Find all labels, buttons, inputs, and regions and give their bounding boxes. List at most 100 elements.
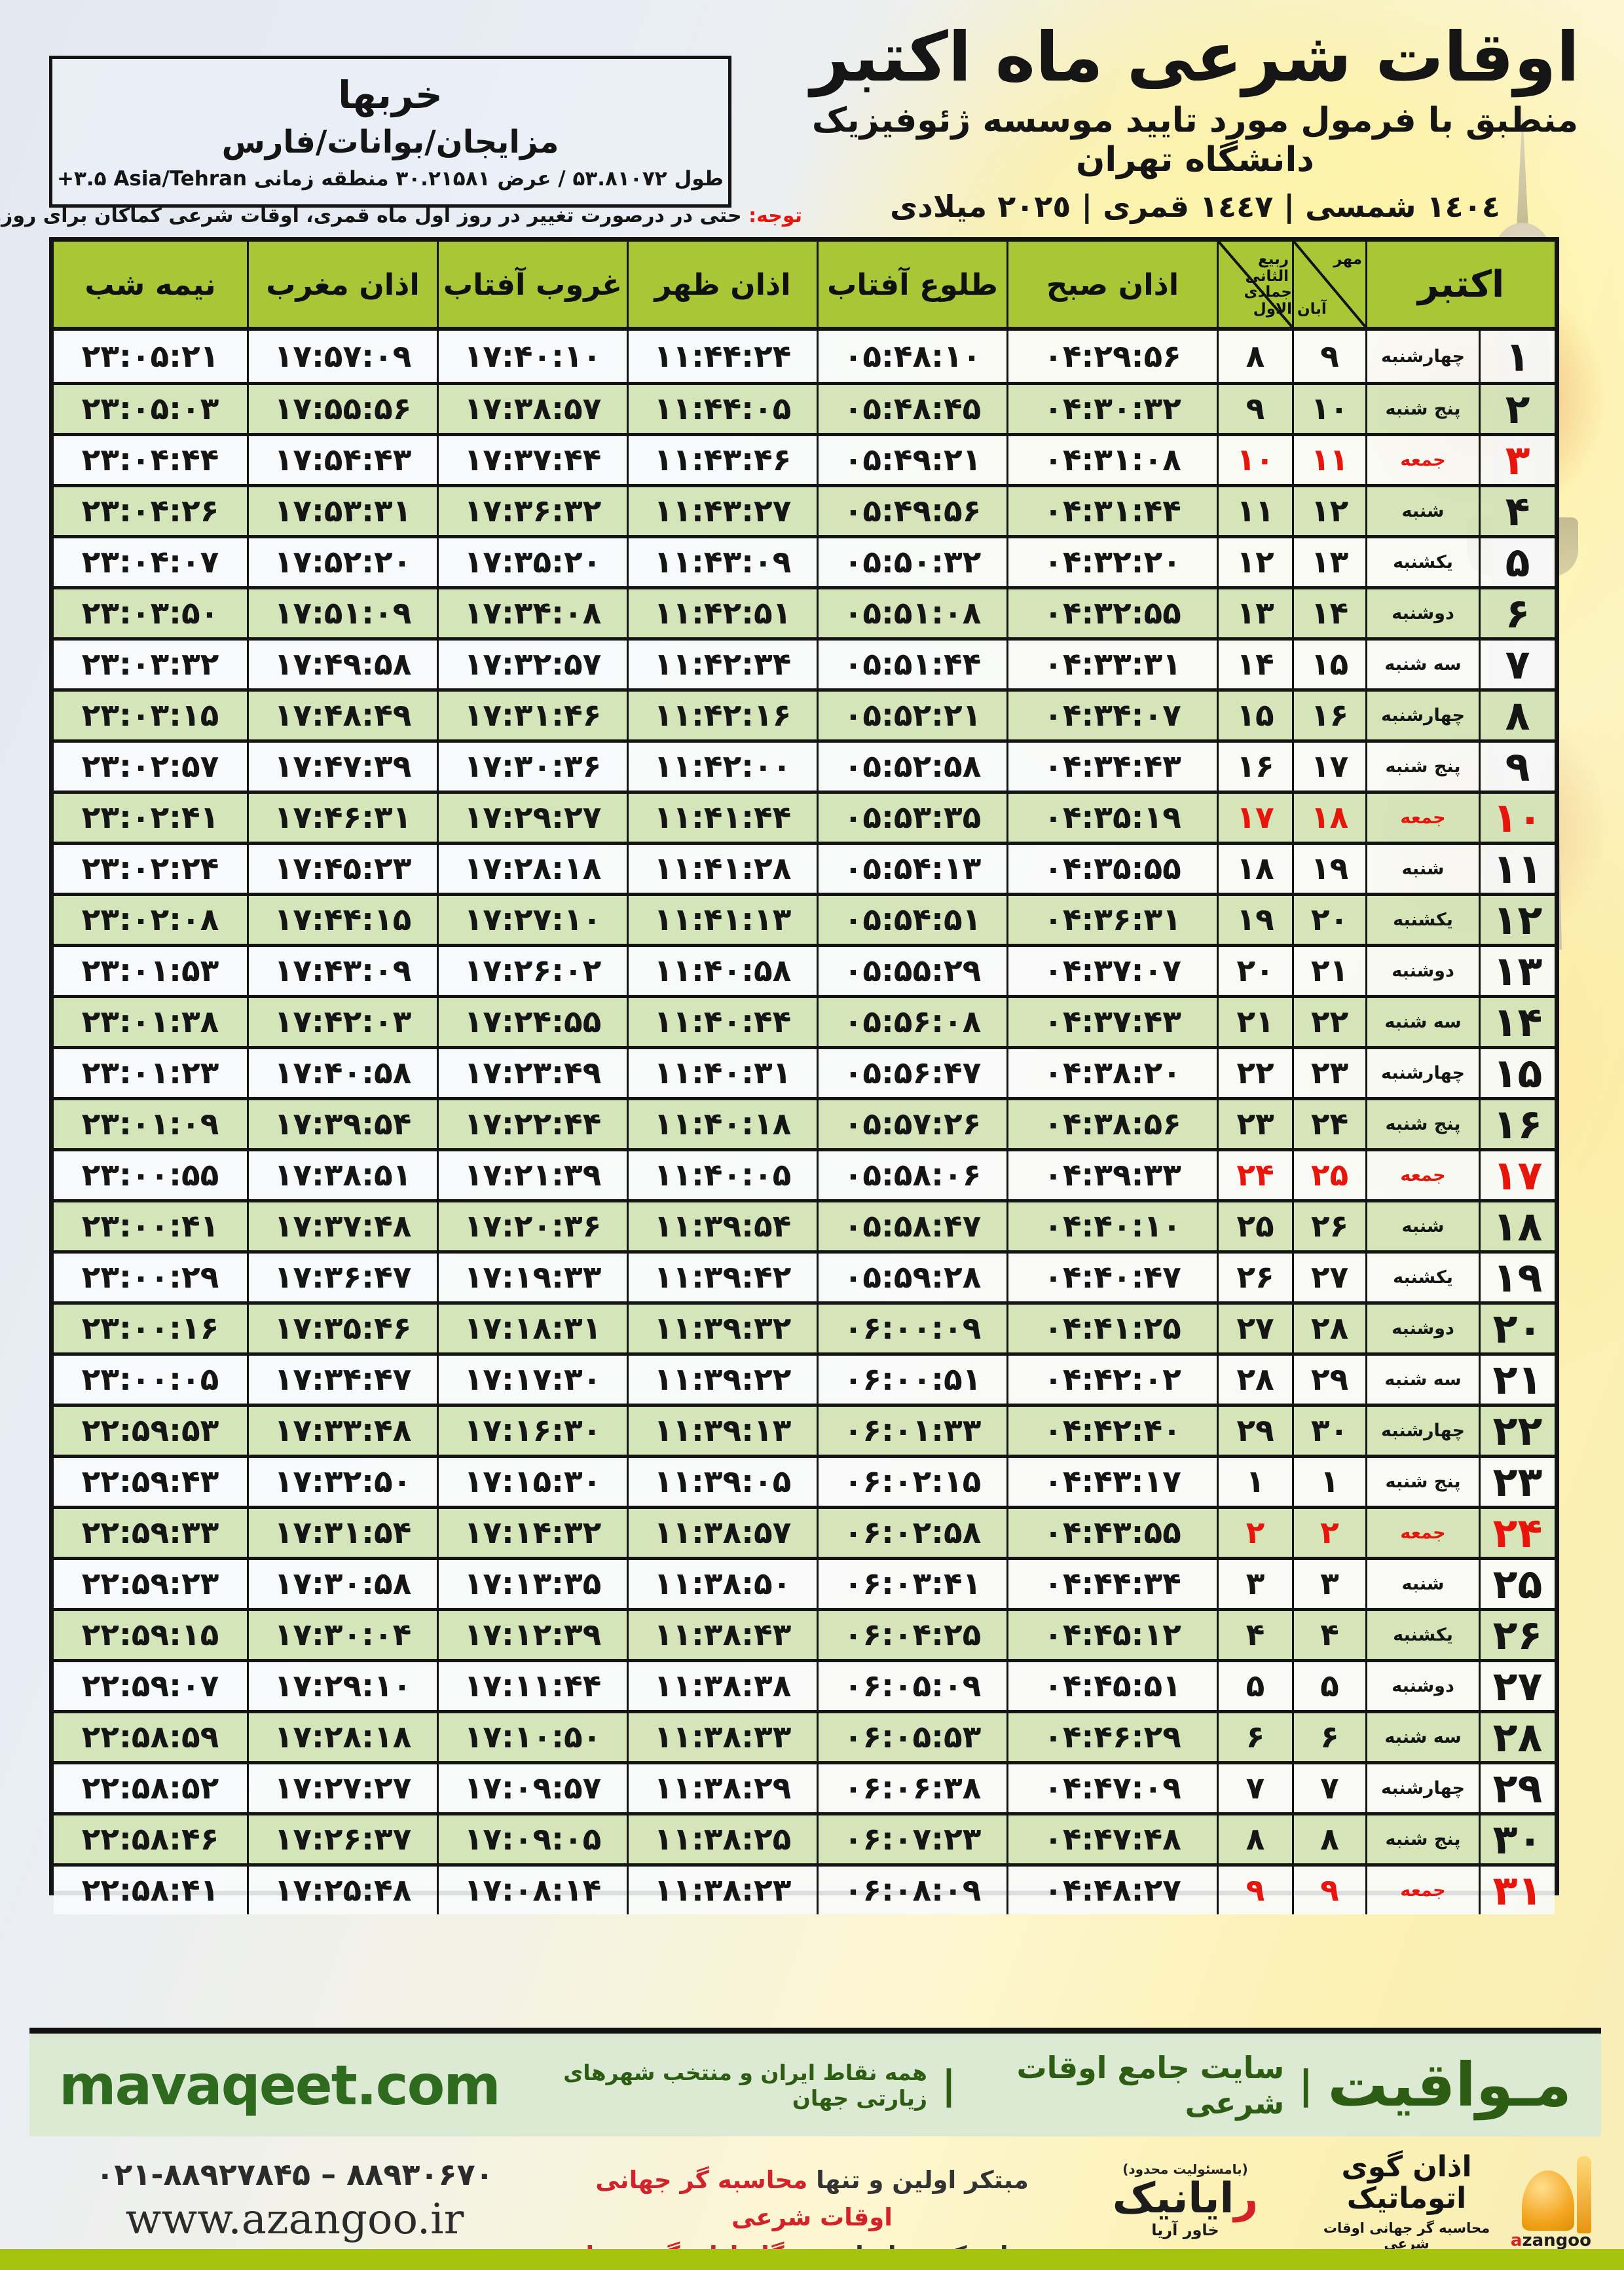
maghrib-cell: ۱۷:۴۰:۵۸ [247, 1049, 437, 1097]
lunar-month-header: ربیع الثانی جمادی الاول [1217, 242, 1292, 327]
solar-day-cell: ۱۴ [1292, 589, 1365, 637]
maghrib-cell: ۱۷:۵۲:۲۰ [247, 538, 437, 586]
table-row: ۲۲:۵۹:۲۳ ۱۷:۳۰:۵۸ ۱۷:۱۳:۳۵ ۱۱:۳۸:۵۰ ۰۶:۰… [54, 1557, 1555, 1608]
table-row: ۲۳:۰۱:۵۳ ۱۷:۴۳:۰۹ ۱۷:۲۶:۰۲ ۱۱:۴۰:۵۸ ۰۵:۵… [54, 944, 1555, 995]
lunar-day-cell: ۸ [1217, 331, 1292, 382]
fajr-cell: ۰۴:۳۴:۰۷ [1006, 692, 1217, 739]
page-header: اوقات شرعی ماه اکتبر منطبق با فرمول مورد… [779, 18, 1611, 224]
fajr-cell: ۰۴:۳۸:۵۶ [1006, 1100, 1217, 1148]
sunset-cell: ۱۷:۰۸:۱۴ [437, 1867, 627, 1914]
maghrib-cell: ۱۷:۴۲:۰۳ [247, 998, 437, 1046]
weekday-cell: سه شنبه [1365, 998, 1479, 1046]
mavaqeet-footer-band: مـواقیت | سایت جامع اوقات شرعی | همه نقا… [29, 2028, 1601, 2136]
dhuhr-cell: ۱۱:۴۳:۲۷ [627, 487, 817, 535]
dhuhr-header: اذان ظهر [627, 242, 817, 327]
solar-day-cell: ۲۲ [1292, 998, 1365, 1046]
solar-day-cell: ۹ [1292, 1867, 1365, 1914]
lunar-day-cell: ۱ [1217, 1458, 1292, 1506]
maghrib-cell: ۱۷:۲۸:۱۸ [247, 1713, 437, 1761]
sunset-cell: ۱۷:۱۴:۳۲ [437, 1509, 627, 1557]
rayanik-subname: خاور آریا [1151, 2221, 1219, 2240]
notice-label: توجه: [748, 204, 802, 227]
lunar-day-cell: ۱۲ [1217, 538, 1292, 586]
sunset-cell: ۱۷:۱۸:۳۱ [437, 1305, 627, 1352]
midnight-cell: ۲۳:۰۴:۲۶ [81, 493, 220, 529]
sunset-cell: ۱۷:۳۵:۲۰ [437, 538, 627, 586]
solar-day-cell: ۱۷ [1292, 743, 1365, 791]
footer-coverage-text: همه نقاط ایران و منتخب شهرهای زیارتی جها… [563, 2059, 927, 2111]
midnight-cell: ۲۳:۰۳:۵۰ [81, 595, 220, 631]
sunrise-cell: ۰۶:۰۳:۴۱ [817, 1560, 1006, 1608]
weekday-cell: پنج شنبه [1365, 1458, 1479, 1506]
midnight-cell: ۲۳:۰۴:۰۷ [81, 544, 220, 580]
dhuhr-cell: ۱۱:۴۲:۱۶ [627, 692, 817, 739]
midnight-cell: ۲۳:۰۱:۲۳ [81, 1055, 220, 1091]
sunrise-cell: ۰۵:۵۸:۴۷ [817, 1202, 1006, 1250]
midnight-cell: ۲۳:۰۲:۴۱ [81, 800, 220, 836]
maghrib-cell: ۱۷:۲۶:۳۷ [247, 1815, 437, 1863]
sunrise-cell: ۰۶:۰۸:۰۹ [817, 1867, 1006, 1914]
mavaqeet-domain: mavaqeet.com [59, 2053, 501, 2117]
midnight-cell: ۲۳:۰۵:۲۱ [81, 338, 220, 375]
lunar-day-cell: ۲۱ [1217, 998, 1292, 1046]
maghrib-cell: ۱۷:۳۴:۴۷ [247, 1356, 437, 1404]
solar-day-cell: ۱۸ [1292, 794, 1365, 842]
midnight-cell: ۲۳:۰۲:۰۸ [81, 902, 220, 938]
table-row: ۲۲:۵۹:۳۳ ۱۷:۳۱:۵۴ ۱۷:۱۴:۳۲ ۱۱:۳۸:۵۷ ۰۶:۰… [54, 1506, 1555, 1557]
sunrise-cell: ۰۶:۰۰:۵۱ [817, 1356, 1006, 1404]
sunrise-cell: ۰۵:۴۹:۲۱ [817, 436, 1006, 484]
lunar-day-cell: ۲۵ [1217, 1202, 1292, 1250]
rayanik-legal-note: (بامسئولیت محدود) [1122, 2161, 1248, 2177]
sunset-cell: ۱۷:۱۳:۳۵ [437, 1560, 627, 1608]
fajr-cell: ۰۴:۲۹:۵۶ [1006, 331, 1217, 382]
dhuhr-cell: ۱۱:۳۹:۵۴ [627, 1202, 817, 1250]
maghrib-cell: ۱۷:۳۶:۴۷ [247, 1254, 437, 1301]
dhuhr-cell: ۱۱:۳۸:۲۵ [627, 1815, 817, 1863]
fajr-cell: ۰۴:۳۹:۳۳ [1006, 1151, 1217, 1199]
sunset-cell: ۱۷:۱۰:۵۰ [437, 1713, 627, 1761]
table-row: ۲۳:۰۲:۵۷ ۱۷:۴۷:۳۹ ۱۷:۳۰:۳۶ ۱۱:۴۲:۰۰ ۰۵:۵… [54, 739, 1555, 791]
midnight-cell: ۲۲:۵۸:۵۹ [81, 1719, 220, 1755]
solar-day-cell: ۲۱ [1292, 947, 1365, 995]
lunar-day-cell: ۸ [1217, 1815, 1292, 1863]
calendar-years-line: ١٤٠٤ شمسی | ١٤٤٧ قمری | ٢٠٢٥ میلادی [890, 188, 1500, 224]
sunset-cell: ۱۷:۳۰:۳۶ [437, 743, 627, 791]
october-day-cell: ۸ [1479, 692, 1555, 739]
weekday-cell: شنبه [1365, 1202, 1479, 1250]
maghrib-cell: ۱۷:۴۳:۰۹ [247, 947, 437, 995]
dhuhr-cell: ۱۱:۳۹:۳۲ [627, 1305, 817, 1352]
lunar-day-cell: ۱۸ [1217, 845, 1292, 893]
fajr-cell: ۰۴:۳۳:۳۱ [1006, 641, 1217, 688]
table-row: ۲۳:۰۲:۴۱ ۱۷:۴۶:۳۱ ۱۷:۲۹:۲۷ ۱۱:۴۱:۴۴ ۰۵:۵… [54, 791, 1555, 842]
sunset-cell: ۱۷:۳۷:۴۴ [437, 436, 627, 484]
october-day-cell: ۶ [1479, 589, 1555, 637]
sunset-cell: ۱۷:۱۷:۳۰ [437, 1356, 627, 1404]
sunrise-cell: ۰۵:۵۹:۲۸ [817, 1254, 1006, 1301]
table-row: ۲۲:۵۹:۰۷ ۱۷:۲۹:۱۰ ۱۷:۱۱:۴۴ ۱۱:۳۸:۳۸ ۰۶:۰… [54, 1659, 1555, 1710]
october-day-cell: ۲۱ [1479, 1356, 1555, 1404]
sunrise-cell: ۰۵:۵۶:۴۷ [817, 1049, 1006, 1097]
sunrise-cell: ۰۶:۰۱:۳۳ [817, 1407, 1006, 1455]
october-day-cell: ۱۵ [1479, 1049, 1555, 1097]
october-day-cell: ۴ [1479, 487, 1555, 535]
fajr-cell: ۰۴:۴۵:۱۲ [1006, 1611, 1217, 1659]
october-day-cell: ۲۲ [1479, 1407, 1555, 1455]
sunset-cell: ۱۷:۲۲:۴۴ [437, 1100, 627, 1148]
midnight-cell: ۲۳:۰۳:۱۵ [81, 698, 220, 734]
october-day-cell: ۳۰ [1479, 1815, 1555, 1863]
sunset-cell: ۱۷:۰۹:۰۵ [437, 1815, 627, 1863]
sunrise-cell: ۰۵:۵۳:۳۵ [817, 794, 1006, 842]
maghrib-cell: ۱۷:۳۱:۵۴ [247, 1509, 437, 1557]
fajr-cell: ۰۴:۴۳:۵۵ [1006, 1509, 1217, 1557]
solar-day-cell: ۲۷ [1292, 1254, 1365, 1301]
maghrib-cell: ۱۷:۴۸:۴۹ [247, 692, 437, 739]
weekday-cell: یکشنبه [1365, 896, 1479, 944]
fajr-cell: ۰۴:۴۵:۵۱ [1006, 1662, 1217, 1710]
table-row: ۲۲:۵۹:۴۳ ۱۷:۳۲:۵۰ ۱۷:۱۵:۳۰ ۱۱:۳۹:۰۵ ۰۶:۰… [54, 1455, 1555, 1506]
city-name: خربها [338, 73, 443, 117]
maghrib-cell: ۱۷:۲۵:۴۸ [247, 1867, 437, 1914]
notice-text: حتی در درصورت تغییر در روز اول ماه قمری،… [0, 204, 742, 227]
solar-day-cell: ۲۴ [1292, 1100, 1365, 1148]
sunset-cell: ۱۷:۱۹:۳۳ [437, 1254, 627, 1301]
region-name: مزایجان/بوانات/فارس [221, 124, 559, 160]
